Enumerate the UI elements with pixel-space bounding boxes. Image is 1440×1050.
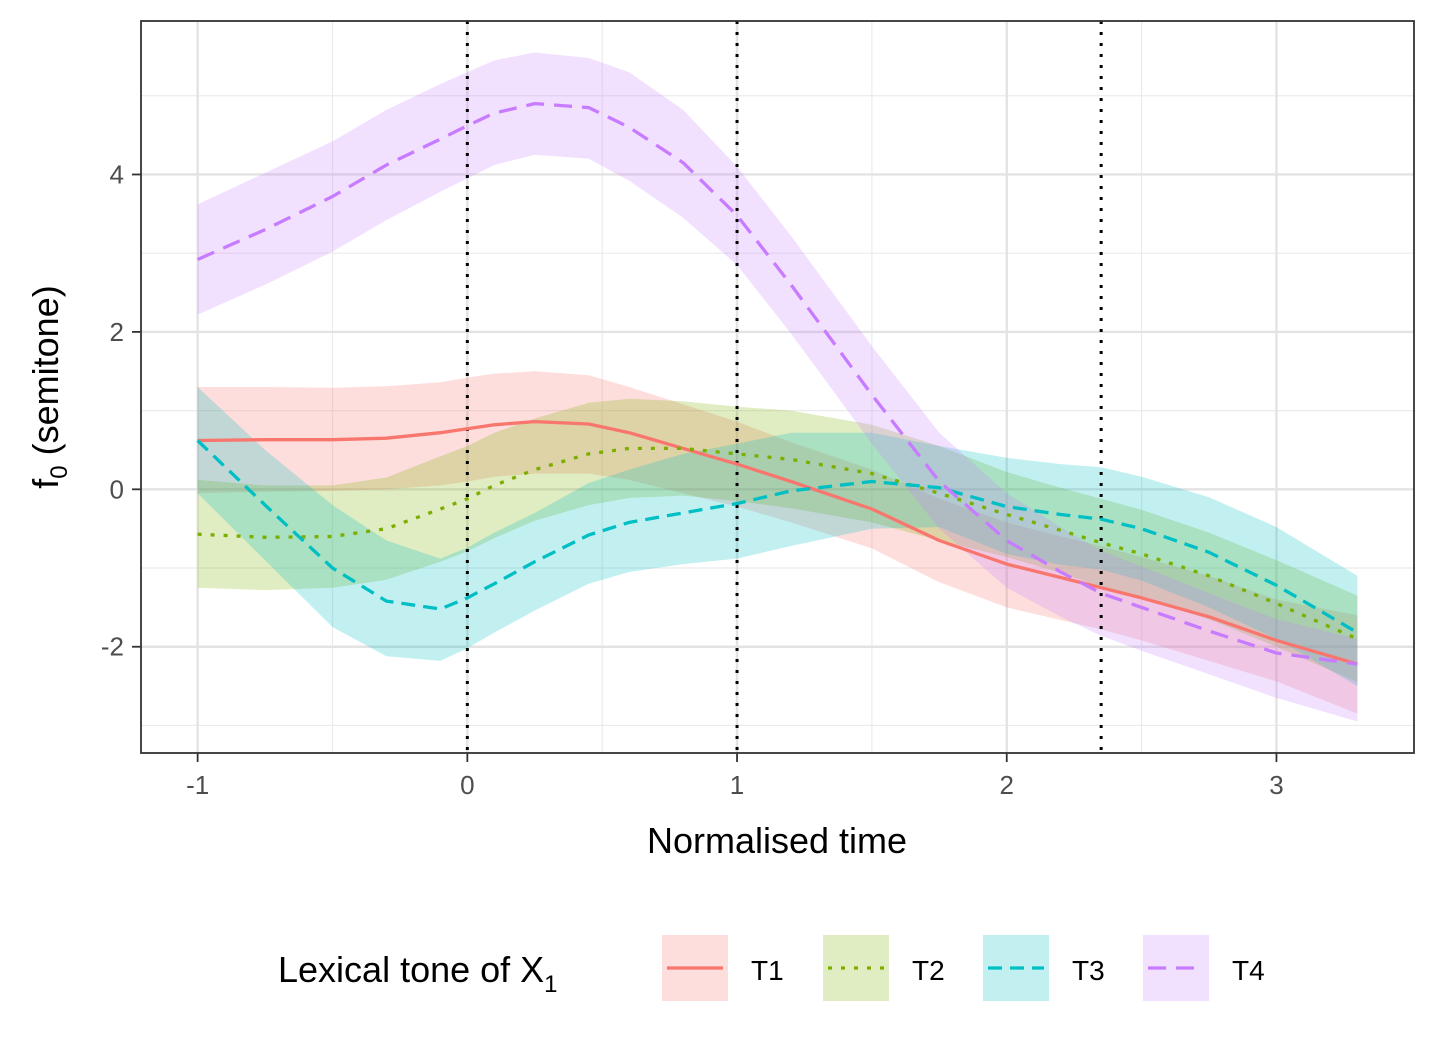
legend-label-t3: T3	[1072, 955, 1105, 986]
line-t2	[197, 446, 1359, 641]
y-axis-title-main: f	[25, 478, 66, 489]
line-t1	[197, 419, 1358, 666]
x-axis-title: Normalised time	[647, 820, 907, 861]
y-tick-label-2: 2	[110, 317, 124, 347]
y-tick-label-0: -2	[101, 632, 124, 662]
y-axis-title: f0 (semitone)	[25, 285, 73, 488]
confidence-bands	[197, 52, 1358, 722]
legend-title-subscript: 1	[544, 971, 557, 998]
x-axis: -1 0 1 2 3	[186, 753, 1284, 800]
legend-keys: T1 T2 T3 T4	[662, 935, 1265, 1001]
legend-title-main: Lexical tone of X	[278, 949, 544, 990]
legend-label-t4: T4	[1232, 955, 1265, 986]
x-tick-label-2: 1	[730, 770, 744, 800]
plot-border	[140, 20, 1415, 754]
band-t3	[197, 387, 1358, 687]
legend-item-t3: T3	[983, 935, 1105, 1001]
band-t4	[197, 52, 1358, 722]
legend: Lexical tone of X1 T1 T2 T3 T4	[278, 935, 1265, 1001]
x-tick-label-3: 2	[1000, 770, 1014, 800]
band-t2	[197, 398, 1358, 683]
x-tick-label-0: -1	[186, 770, 209, 800]
plot-panel	[141, 21, 1414, 753]
legend-item-t2: T2	[823, 935, 945, 1001]
y-tick-label-1: 0	[110, 474, 124, 504]
y-axis: -2 0 2 4	[101, 159, 141, 662]
y-tick-label-3: 4	[110, 159, 124, 189]
minor-grid	[141, 21, 1414, 753]
series-lines	[196, 101, 1359, 666]
legend-label-t1: T1	[751, 955, 784, 986]
legend-label-t2: T2	[912, 955, 945, 986]
band-t1	[197, 371, 1358, 714]
y-axis-title-subscript: 0	[46, 465, 73, 478]
legend-item-t4: T4	[1143, 935, 1265, 1001]
y-axis-title-rest: (semitone)	[25, 285, 66, 465]
legend-item-t1: T1	[662, 935, 784, 1001]
line-t3	[196, 439, 1359, 635]
legend-title: Lexical tone of X1	[278, 949, 558, 998]
line-t4	[196, 101, 1358, 666]
x-tick-label-4: 3	[1269, 770, 1283, 800]
x-tick-label-1: 0	[460, 770, 474, 800]
reference-lines	[465, 21, 1103, 753]
